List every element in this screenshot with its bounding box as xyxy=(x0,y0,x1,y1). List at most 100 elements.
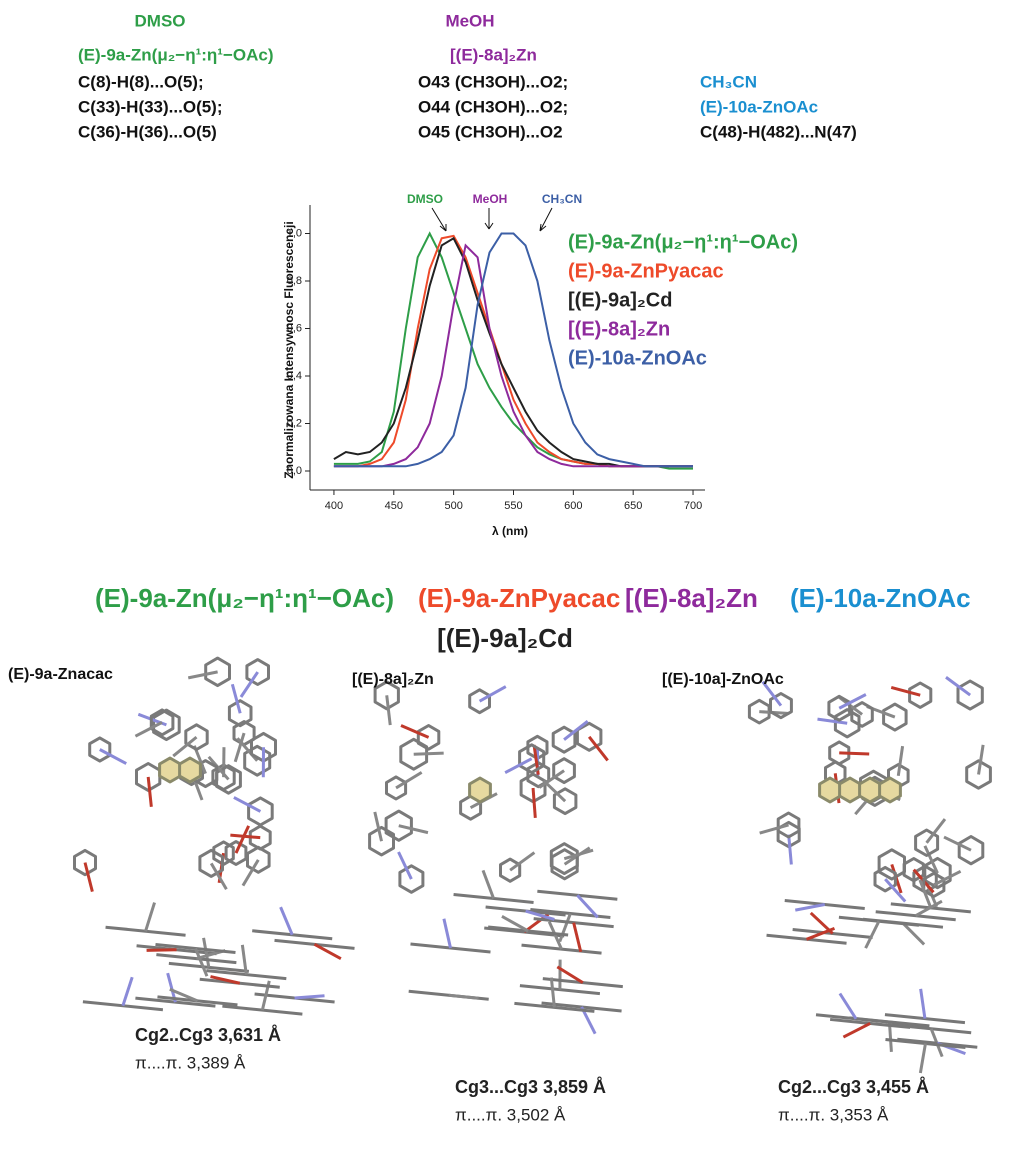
molecule-bond xyxy=(531,787,537,819)
molecule-ring xyxy=(838,776,862,804)
molecule-bond xyxy=(839,751,870,756)
molecule-bond xyxy=(838,992,858,1020)
molecule-bond xyxy=(925,818,947,844)
molecule-bond xyxy=(134,721,163,738)
molecule-ring xyxy=(178,756,202,784)
molecule-bond xyxy=(549,977,556,1008)
contact: C(8)-H(8)...O(5); xyxy=(78,72,204,91)
molecule-bond xyxy=(794,902,826,912)
molecule-bond xyxy=(144,902,156,932)
annotation: MeOH xyxy=(473,192,508,206)
molecule-bond xyxy=(918,1043,927,1074)
compound-label: [(E)-8a]₂Zn xyxy=(625,583,758,613)
molecule-ring xyxy=(828,740,851,766)
legend-entry: [(E)-8a]₂Zn xyxy=(568,318,670,340)
molecule-ring xyxy=(399,737,429,771)
molecule-bond xyxy=(918,879,933,909)
x-tick-label: 450 xyxy=(385,500,403,512)
molecule-bond xyxy=(509,851,536,872)
molecule-ring xyxy=(227,699,253,728)
molecule-bond xyxy=(501,915,529,933)
chart: Znormalizowana Intensywnosc Fluorescencj… xyxy=(282,192,798,538)
compound: [(E)-8a]₂Zn xyxy=(450,45,537,64)
molecule-bond xyxy=(385,695,392,726)
molecule-bond xyxy=(504,757,533,774)
molecule-ring xyxy=(882,702,908,732)
distance: Cg3...Cg3 3,859 Å xyxy=(455,1077,606,1097)
molecule-bond xyxy=(169,987,199,1003)
molecule-bond xyxy=(400,724,430,739)
molecule-bond xyxy=(587,735,609,762)
molecule-ring xyxy=(88,736,112,763)
y-tick-label: 0,0 xyxy=(287,465,302,477)
molecule-bond xyxy=(99,748,127,765)
y-tick-label: 0,6 xyxy=(287,322,302,334)
annotation: DMSO xyxy=(407,192,443,206)
contact: C(33)-H(33)...O(5); xyxy=(78,97,223,116)
molecule-ring xyxy=(776,811,801,839)
molecule-bond xyxy=(864,920,881,949)
molecule-bond xyxy=(234,825,250,854)
molecule-bond xyxy=(233,732,246,763)
pi-distance: π....π. 3,502 Å xyxy=(455,1105,566,1124)
distance: Cg2..Cg3 3,631 Å xyxy=(135,1025,281,1045)
compound: (E)-10a-ZnOAc xyxy=(700,97,818,116)
molecule-bond xyxy=(240,944,248,975)
molecule-ring xyxy=(149,708,175,737)
legend-entry: [(E)-9a]₂Cd xyxy=(568,289,672,311)
molecule-ring xyxy=(769,692,793,720)
molecule-bond xyxy=(542,779,567,803)
molecule-bond xyxy=(241,859,260,887)
compound-label: (E)-10a-ZnOAc xyxy=(790,583,971,613)
molecule-ring xyxy=(878,776,902,804)
molecule-bond xyxy=(146,948,177,952)
molecule-bond xyxy=(563,720,589,741)
molecule-bond xyxy=(787,834,793,865)
y-axis-label: Znormalizowana Intensywnosc Fluorescencj… xyxy=(282,221,296,478)
molecule-ring xyxy=(499,857,522,883)
molecule-bond xyxy=(206,969,287,981)
molecule-ring xyxy=(552,757,576,785)
molecule-bond xyxy=(933,870,962,887)
molecule-bond xyxy=(759,823,789,835)
molecule-ring xyxy=(384,809,413,842)
y-tick-label: 0,2 xyxy=(287,417,302,429)
molecule-ring xyxy=(914,828,940,857)
molecule-bond xyxy=(478,685,507,703)
molecule-ring xyxy=(204,656,231,688)
molecule-ring xyxy=(246,845,271,874)
solvent: CH₃CN xyxy=(700,72,757,91)
molecule-ring xyxy=(902,857,925,883)
y-tick-label: 0,8 xyxy=(287,275,302,287)
molecule-bond xyxy=(230,683,242,714)
x-axis-label: λ (nm) xyxy=(492,524,528,538)
molecule-ring xyxy=(908,681,933,709)
molecule-ring xyxy=(245,658,270,686)
molecule-bond xyxy=(805,926,836,941)
molecule-ring xyxy=(184,723,209,751)
molecule-bond xyxy=(919,988,927,1019)
molecule-bond xyxy=(398,824,429,835)
molecule-ring xyxy=(368,825,395,857)
molecule-bond xyxy=(914,899,943,918)
molecule-ring xyxy=(398,864,425,894)
molecule-bond xyxy=(294,994,325,1000)
molecule-bond xyxy=(896,745,905,777)
molecule-bond xyxy=(884,878,907,903)
molecule-bond xyxy=(413,751,444,756)
series-line xyxy=(333,232,693,468)
legend-entry: (E)-9a-ZnPyacac xyxy=(568,260,724,282)
molecule-bond xyxy=(146,776,153,807)
molecule-ring xyxy=(873,865,897,893)
molecule-ring xyxy=(373,680,400,711)
molecule-ring xyxy=(551,725,577,754)
pi-distance: π....π. 3,353 Å xyxy=(778,1105,889,1124)
molecule-ring xyxy=(198,848,224,878)
molecule-ring xyxy=(956,679,984,711)
molecule-bond xyxy=(525,909,555,921)
molecule-bond xyxy=(207,755,230,781)
molecule-bond xyxy=(233,796,262,813)
compound: (E)-9a-Zn(μ₂−η¹:η¹−OAc) xyxy=(78,45,274,64)
molecule-ring xyxy=(152,708,181,742)
molecule-bond xyxy=(890,685,921,697)
